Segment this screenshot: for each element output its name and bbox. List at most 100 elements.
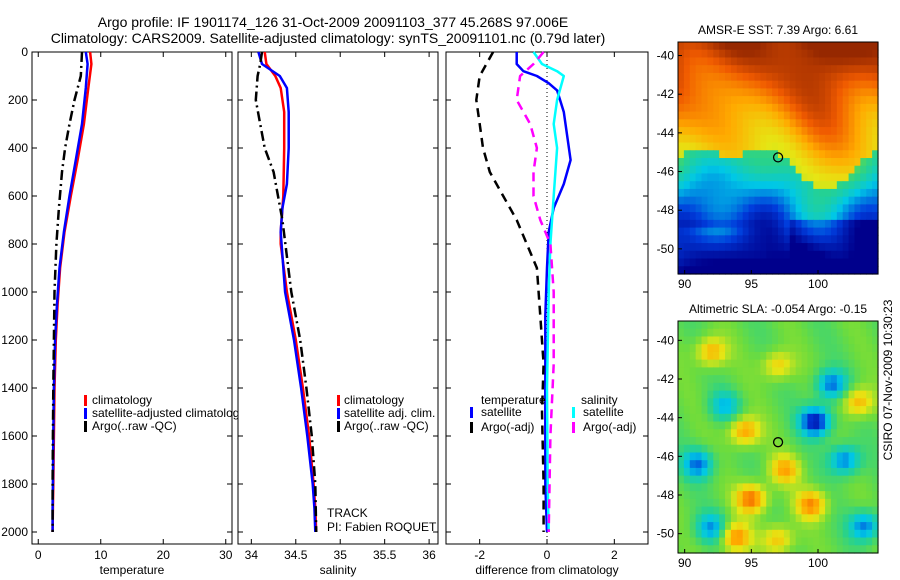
- heatmap-cell: [719, 467, 726, 477]
- heatmap-cell: [701, 475, 709, 484]
- heatmap-cell: [695, 413, 703, 423]
- heatmap-cell: [742, 545, 750, 554]
- heatmap-cell: [789, 321, 797, 330]
- heatmap-cell: [801, 212, 809, 221]
- heatmap-cell: [848, 382, 856, 392]
- heatmap-cell: [813, 522, 820, 531]
- heatmap-cell: [713, 250, 720, 260]
- heatmap-cell: [772, 80, 779, 89]
- heatmap-cell: [860, 227, 867, 236]
- heatmap-cell: [795, 444, 803, 454]
- heatmap-cell: [866, 522, 873, 531]
- heatmap-cell: [825, 429, 832, 438]
- heatmap-cell: [860, 204, 867, 213]
- heatmap-cell: [719, 491, 726, 500]
- heatmap-cell: [725, 344, 732, 353]
- heatmap-cell: [813, 57, 820, 66]
- heatmap-cell: [813, 398, 820, 407]
- heatmap-cell: [730, 522, 738, 531]
- heatmap-cell: [742, 243, 750, 252]
- heatmap-cell: [789, 235, 797, 244]
- heatmap-cell: [813, 142, 820, 151]
- heatmap-cell: [725, 336, 732, 345]
- heatmap-cell: [819, 72, 826, 82]
- heatmap-cell: [825, 266, 832, 275]
- heatmap-cell: [701, 382, 709, 392]
- heatmap-cell: [872, 491, 879, 500]
- heatmap-cell: [701, 88, 709, 97]
- heatmap-cell: [736, 545, 744, 554]
- heatmap-cell: [742, 80, 750, 89]
- heatmap-cell: [678, 235, 685, 244]
- heatmap-cell: [725, 429, 732, 438]
- legend-label: climatology: [92, 393, 152, 407]
- x-tick-label: 20: [157, 548, 171, 562]
- heatmap-cell: [836, 150, 844, 159]
- heatmap-cell: [866, 537, 873, 546]
- heatmap-cell: [754, 421, 761, 430]
- heatmap-cell: [772, 429, 779, 438]
- heatmap-cell: [707, 351, 714, 361]
- heatmap-cell: [819, 134, 826, 144]
- heatmap-cell: [742, 498, 750, 508]
- heatmap-cell: [830, 537, 838, 546]
- heatmap-cell: [725, 390, 732, 399]
- heatmap-cell: [783, 57, 791, 66]
- heatmap-cell: [719, 328, 726, 338]
- heatmap-cell: [866, 328, 873, 338]
- heatmap-cell: [678, 429, 685, 438]
- heatmap-cell: [836, 212, 844, 221]
- heatmap-cell: [730, 437, 738, 446]
- heatmap-cell: [778, 196, 785, 205]
- heatmap-cell: [825, 390, 832, 399]
- heatmap-cell: [819, 351, 826, 361]
- heatmap-cell: [689, 142, 697, 151]
- heatmap-cell: [795, 72, 803, 82]
- heatmap-cell: [795, 460, 803, 469]
- heatmap-cell: [742, 452, 750, 461]
- heatmap-cell: [766, 250, 773, 260]
- heatmap-cell: [836, 545, 844, 554]
- heatmap-cell: [819, 522, 826, 531]
- heatmap-cell: [795, 506, 803, 515]
- heatmap-cell: [719, 134, 726, 144]
- heatmap-cell: [801, 321, 809, 330]
- heatmap-cell: [701, 80, 709, 89]
- heatmap-cell: [789, 359, 797, 368]
- heatmap-cell: [848, 467, 856, 477]
- heatmap-cell: [783, 406, 791, 415]
- heatmap-cell: [701, 537, 709, 546]
- y-tick-label: 400: [8, 141, 28, 155]
- heatmap-cell: [854, 545, 861, 554]
- heatmap-cell: [854, 413, 861, 423]
- heatmap-cell: [842, 398, 850, 407]
- heatmap-cell: [719, 158, 726, 167]
- legend-group-title: salinity: [581, 393, 618, 407]
- heatmap-cell: [683, 235, 691, 244]
- heatmap-cell: [807, 235, 814, 244]
- heatmap-cell: [766, 165, 773, 175]
- heatmap-cell: [830, 196, 838, 205]
- heatmap-cell: [719, 444, 726, 454]
- heatmap-cell: [730, 111, 738, 120]
- heatmap-cell: [819, 344, 826, 353]
- heatmap-cell: [707, 421, 714, 430]
- heatmap-cell: [689, 351, 697, 361]
- heatmap-cell: [748, 65, 756, 74]
- heatmap-cell: [807, 498, 814, 508]
- heatmap-cell: [836, 127, 844, 136]
- heatmap-cell: [701, 196, 709, 205]
- heatmap-cell: [842, 119, 850, 128]
- heatmap-cell: [872, 227, 879, 236]
- heatmap-cell: [730, 328, 738, 338]
- heatmap-cell: [783, 483, 791, 492]
- heatmap-cell: [830, 444, 838, 454]
- heatmap-cell: [789, 506, 797, 515]
- heatmap-cell: [789, 266, 797, 275]
- heatmap-cell: [719, 498, 726, 508]
- heatmap-cell: [707, 65, 714, 74]
- heatmap-cell: [836, 204, 844, 213]
- heatmap-cell: [860, 506, 867, 515]
- heatmap-cell: [842, 506, 850, 515]
